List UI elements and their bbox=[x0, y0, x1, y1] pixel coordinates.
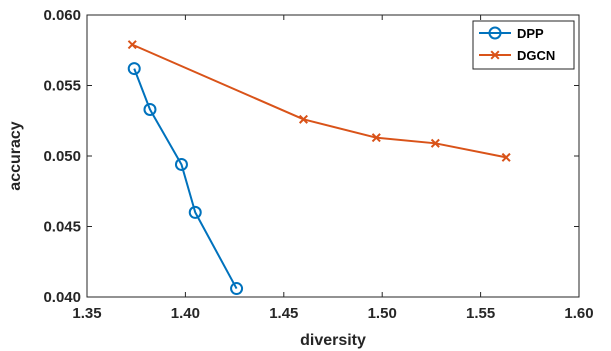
series-dpp bbox=[127, 62, 244, 296]
y-tick-label: 0.060 bbox=[43, 7, 81, 24]
series-layer bbox=[127, 40, 511, 296]
x-tick-label: 1.55 bbox=[466, 305, 495, 322]
x-tick-label: 1.60 bbox=[564, 305, 593, 322]
data-point-dpp bbox=[174, 157, 188, 171]
legend-entry-dgcn: DGCN bbox=[479, 48, 555, 63]
x-tick-label: 1.50 bbox=[368, 305, 397, 322]
legend-box bbox=[472, 20, 575, 70]
data-point-dgcn bbox=[430, 138, 440, 148]
data-point-dgcn bbox=[298, 114, 308, 124]
legend-entry-dpp: DPP bbox=[479, 26, 544, 41]
data-point-dpp bbox=[230, 282, 244, 296]
y-axis-title: accuracy bbox=[7, 121, 24, 190]
x-tick-label: 1.45 bbox=[269, 305, 298, 322]
data-point-dgcn bbox=[501, 152, 511, 162]
tick-labels: 1.35 1.40 1.45 1.50 1.55 1.60 0.040 0.045 0.050 0… bbox=[43, 7, 593, 322]
series-dgcn bbox=[127, 40, 511, 162]
series-line-dgcn bbox=[131, 43, 507, 159]
legend-marker-dpp bbox=[488, 26, 502, 40]
plot-area-frame bbox=[86, 14, 580, 298]
y-tick-label: 0.050 bbox=[43, 148, 81, 165]
legend: DPP DGCN bbox=[472, 20, 575, 70]
x-axis-title: diversity bbox=[300, 332, 366, 349]
x-tick-label: 1.35 bbox=[72, 305, 101, 322]
legend-marker-dgcn bbox=[490, 50, 500, 60]
y-tick-label: 0.055 bbox=[43, 78, 81, 95]
y-tick-label: 0.040 bbox=[43, 289, 81, 306]
data-point-dpp bbox=[143, 102, 157, 116]
legend-label-dpp: DPP bbox=[517, 26, 544, 41]
legend-label-dgcn: DGCN bbox=[517, 48, 555, 63]
series-line-dpp bbox=[133, 68, 238, 290]
y-tick-label: 0.045 bbox=[43, 219, 81, 236]
x-tick-label: 1.40 bbox=[171, 305, 200, 322]
data-point-dgcn bbox=[371, 133, 381, 143]
data-point-dgcn bbox=[127, 40, 137, 50]
data-point-dpp bbox=[188, 205, 202, 219]
data-point-dpp bbox=[127, 62, 141, 76]
